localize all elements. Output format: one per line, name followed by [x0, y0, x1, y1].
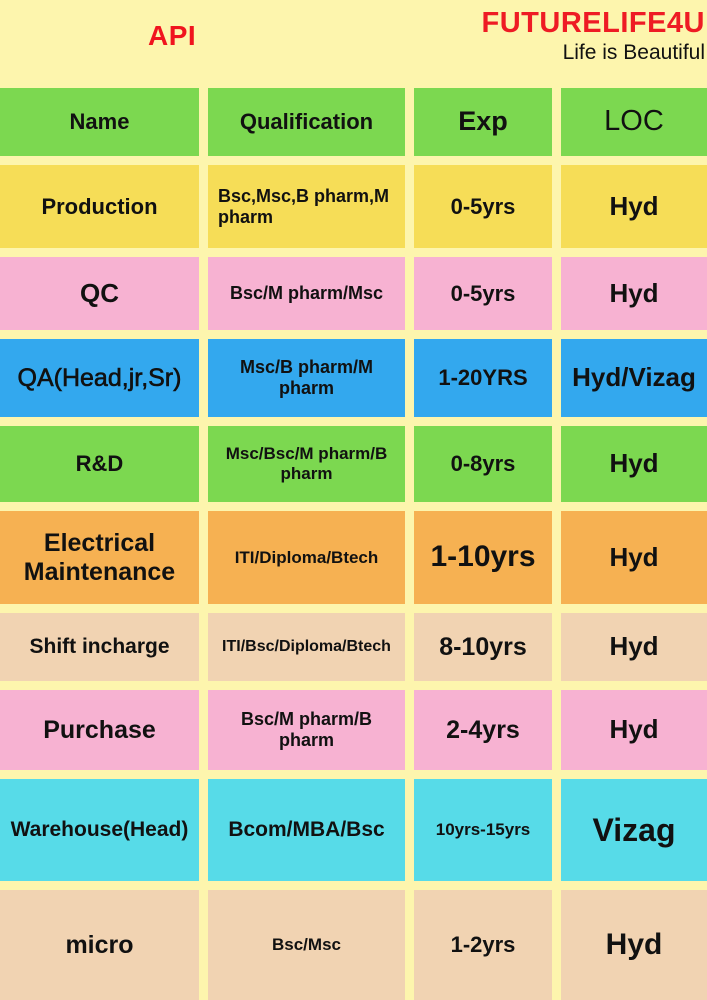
table-row-loc: Hyd	[561, 690, 707, 770]
column-header-exp: Exp	[414, 88, 552, 156]
brand-block: FUTURELIFE4U Life is Beautiful	[482, 6, 706, 66]
table-row-qualification: ITI/Bsc/Diploma/Btech	[208, 613, 405, 681]
table-row-exp: 8-10yrs	[414, 613, 552, 681]
table-row-loc: Hyd/Vizag	[561, 339, 707, 417]
table-row-qualification: Msc/Bsc/M pharm/B pharm	[208, 426, 405, 502]
table-row-loc: Hyd	[561, 511, 707, 604]
table-row-exp: 1-10yrs	[414, 511, 552, 604]
brand-name: FUTURELIFE4U	[481, 7, 705, 39]
table-row-name: Production	[0, 165, 199, 248]
table-row-exp: 1-2yrs	[414, 890, 552, 1000]
table-row-name: QC	[0, 257, 199, 330]
column-header-name: Name	[0, 88, 199, 156]
table-row-exp: 1-20YRS	[414, 339, 552, 417]
table-row-qualification: Bsc/Msc	[208, 890, 405, 1000]
table-row-name: QA(Head,jr,Sr)	[0, 339, 199, 417]
table-row-qualification: Msc/B pharm/M pharm	[208, 339, 405, 417]
table-row-name: micro	[0, 890, 199, 1000]
table-row-loc: Hyd	[561, 165, 707, 248]
column-header-loc: LOC	[561, 88, 707, 156]
table-row-name: Warehouse(Head)	[0, 779, 199, 881]
table-row-qualification: Bsc,Msc,B pharm,M pharm	[208, 165, 405, 248]
table-row-exp: 10yrs-15yrs	[414, 779, 552, 881]
table-row-loc: Hyd	[561, 613, 707, 681]
table-row-loc: Hyd	[561, 257, 707, 330]
jobs-table: Name Qualification Exp LOC Production Bs…	[0, 88, 707, 1000]
column-header-qualification: Qualification	[208, 88, 405, 156]
brand-tagline: Life is Beautiful	[562, 41, 705, 64]
table-row-name: Electrical Maintenance	[0, 511, 199, 604]
table-row-name: Shift incharge	[0, 613, 199, 681]
table-row-loc: Vizag	[561, 779, 707, 881]
table-row-loc: Hyd	[561, 426, 707, 502]
table-row-qualification: Bsc/M pharm/B pharm	[208, 690, 405, 770]
table-row-exp: 2-4yrs	[414, 690, 552, 770]
table-row-exp: 0-5yrs	[414, 165, 552, 248]
table-row-loc: Hyd	[561, 890, 707, 1000]
table-row-qualification: Bcom/MBA/Bsc	[208, 779, 405, 881]
table-row-name: R&D	[0, 426, 199, 502]
table-row-exp: 0-8yrs	[414, 426, 552, 502]
table-row-qualification: Bsc/M pharm/Msc	[208, 257, 405, 330]
table-row-exp: 0-5yrs	[414, 257, 552, 330]
page-title: API	[148, 20, 197, 51]
table-row-name: Purchase	[0, 690, 199, 770]
table-row-qualification: ITI/Diploma/Btech	[208, 511, 405, 604]
